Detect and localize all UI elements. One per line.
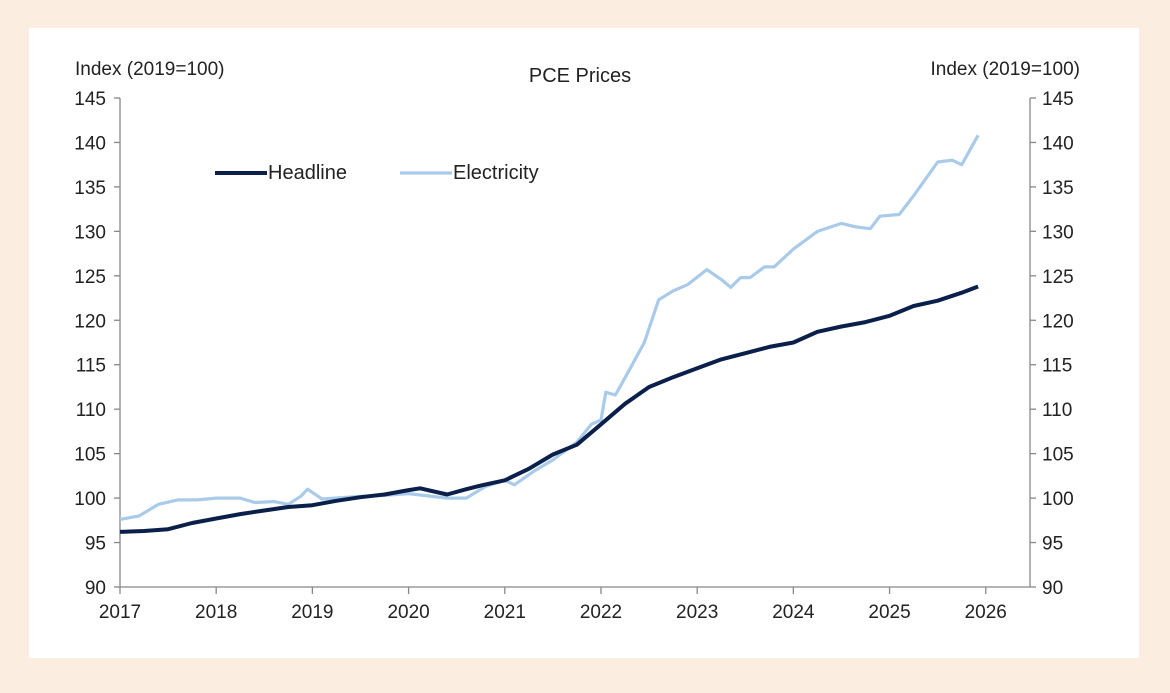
left-y-tick-label: 135 xyxy=(74,178,106,199)
right-y-tick-label: 145 xyxy=(1042,89,1074,110)
series-line-headline xyxy=(119,284,979,534)
right-y-tick-label: 125 xyxy=(1042,267,1074,288)
x-tick-label: 2020 xyxy=(387,602,429,623)
left-y-tick-label: 130 xyxy=(74,222,106,243)
right-y-tick-label: 135 xyxy=(1042,178,1074,199)
right-y-tick-label: 95 xyxy=(1042,534,1063,555)
x-tick-label: 2023 xyxy=(676,602,718,623)
left-y-tick-label: 105 xyxy=(74,445,106,466)
right-y-tick-label: 100 xyxy=(1042,489,1074,510)
right-y-tick-label: 105 xyxy=(1042,445,1074,466)
x-tick-label: 2019 xyxy=(291,602,333,623)
x-tick-label: 2022 xyxy=(580,602,622,623)
chart-panel xyxy=(29,28,1139,658)
x-tick-label: 2017 xyxy=(99,602,141,623)
left-y-tick-label: 140 xyxy=(74,133,106,154)
left-y-tick-label: 95 xyxy=(85,534,106,555)
legend-label-headline: Headline xyxy=(268,162,347,184)
legend-label-electricity: Electricity xyxy=(453,162,539,184)
left-y-tick-label: 115 xyxy=(76,356,106,377)
left-axis-label: Index (2019=100) xyxy=(75,59,224,80)
left-y-tick-label: 125 xyxy=(74,267,106,288)
left-y-tick-label: 100 xyxy=(74,489,106,510)
left-y-tick-label: 145 xyxy=(74,89,106,110)
left-y-tick-label: 120 xyxy=(74,311,106,332)
x-tick-label: 2025 xyxy=(868,602,910,623)
series-line-electricity xyxy=(119,134,980,521)
right-y-tick-label: 130 xyxy=(1042,222,1074,243)
right-y-tick-label: 115 xyxy=(1042,356,1072,377)
chart-title: PCE Prices xyxy=(529,65,631,87)
left-y-tick-label: 110 xyxy=(76,400,106,421)
right-y-tick-label: 90 xyxy=(1042,578,1063,599)
x-tick-label: 2026 xyxy=(965,602,1007,623)
right-y-tick-label: 140 xyxy=(1042,133,1074,154)
left-y-tick-label: 90 xyxy=(85,578,106,599)
right-y-tick-label: 110 xyxy=(1042,400,1072,421)
x-tick-label: 2018 xyxy=(195,602,237,623)
right-y-tick-label: 120 xyxy=(1042,311,1074,332)
x-tick-label: 2024 xyxy=(772,602,815,623)
right-axis-label: Index (2019=100) xyxy=(931,59,1080,80)
x-tick-label: 2021 xyxy=(484,602,526,623)
